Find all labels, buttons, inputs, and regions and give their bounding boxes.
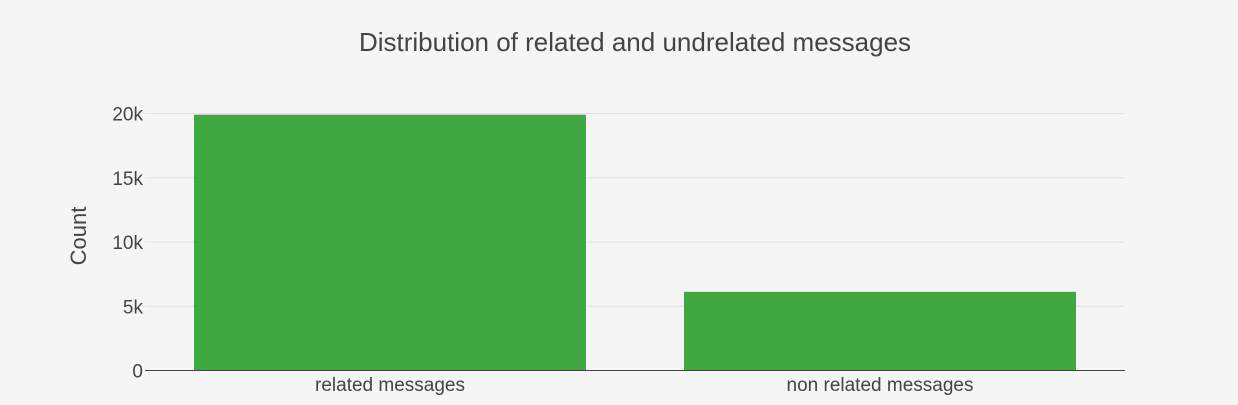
y-tick-label: 0 xyxy=(132,362,143,383)
bar[interactable] xyxy=(194,114,586,371)
bar[interactable] xyxy=(684,291,1076,371)
x-tick-label: non related messages xyxy=(787,375,974,396)
bars xyxy=(194,114,1076,371)
x-tick-label: related messages xyxy=(315,375,465,396)
y-axis-ticks: 0 5k 10k 15k 20k xyxy=(112,105,143,383)
y-tick-label: 20k xyxy=(112,105,143,126)
x-axis-ticks: related messages non related messages xyxy=(315,375,973,396)
y-axis-title: Count xyxy=(66,207,91,266)
y-tick-label: 10k xyxy=(112,233,143,254)
y-tick-label: 5k xyxy=(123,297,144,318)
chart-title: Distribution of related and undrelated m… xyxy=(359,27,911,57)
y-tick-label: 15k xyxy=(112,169,143,190)
